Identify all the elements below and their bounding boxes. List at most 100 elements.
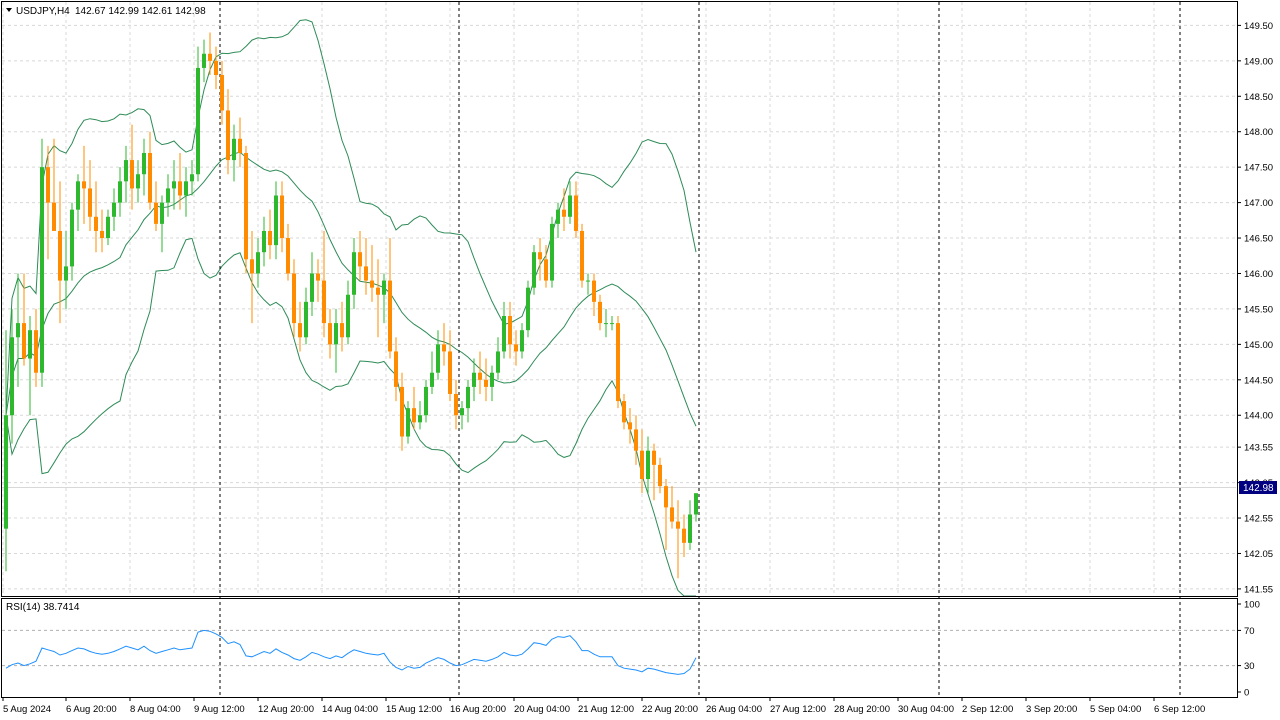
candle[interactable] xyxy=(34,308,38,387)
candle[interactable] xyxy=(106,209,110,246)
candle[interactable] xyxy=(100,209,104,253)
candle[interactable] xyxy=(148,131,152,210)
candle[interactable] xyxy=(688,500,692,550)
candle[interactable] xyxy=(400,372,404,451)
candle[interactable] xyxy=(436,330,440,380)
candle[interactable] xyxy=(286,223,290,281)
candle[interactable] xyxy=(352,238,356,309)
candle[interactable] xyxy=(382,273,386,324)
candle[interactable] xyxy=(22,273,26,366)
candle[interactable] xyxy=(550,216,554,288)
candle[interactable] xyxy=(376,259,380,338)
candle[interactable] xyxy=(430,351,434,394)
candle[interactable] xyxy=(58,181,62,324)
candle[interactable] xyxy=(136,160,140,203)
candle[interactable] xyxy=(292,259,296,338)
candle[interactable] xyxy=(580,223,584,288)
candle[interactable] xyxy=(490,365,494,402)
candle[interactable] xyxy=(460,401,464,430)
candle[interactable] xyxy=(610,316,614,331)
candle[interactable] xyxy=(526,280,530,338)
price-axis[interactable]: 149.50 149.00 148.50 148.00 147.50 147.00 146.… xyxy=(1237,21,1273,596)
candle[interactable] xyxy=(358,230,362,281)
candle[interactable] xyxy=(184,167,188,217)
candle[interactable] xyxy=(28,316,32,416)
candle[interactable] xyxy=(172,160,176,210)
candle[interactable] xyxy=(46,145,50,260)
candle[interactable] xyxy=(676,500,680,579)
rsi-indicator-pane[interactable] xyxy=(2,629,1236,675)
candle[interactable] xyxy=(682,514,686,558)
candle[interactable] xyxy=(274,181,278,260)
candle[interactable] xyxy=(346,280,350,345)
candle[interactable] xyxy=(88,160,92,231)
candle[interactable] xyxy=(388,238,392,359)
candle[interactable] xyxy=(64,230,68,309)
candle[interactable] xyxy=(316,259,320,302)
candle[interactable] xyxy=(340,301,344,352)
candle[interactable] xyxy=(190,160,194,196)
candle[interactable] xyxy=(418,401,422,430)
candle[interactable] xyxy=(328,308,332,359)
candle[interactable] xyxy=(652,443,656,501)
candle[interactable] xyxy=(514,330,518,366)
candle[interactable] xyxy=(310,252,314,317)
candle[interactable] xyxy=(574,181,578,239)
candle[interactable] xyxy=(442,323,446,366)
candle[interactable] xyxy=(4,330,8,572)
candle[interactable] xyxy=(10,308,14,444)
candle[interactable] xyxy=(220,60,224,125)
candle[interactable] xyxy=(160,195,164,253)
candle[interactable] xyxy=(544,245,548,288)
candle[interactable] xyxy=(592,273,596,317)
candle[interactable] xyxy=(622,393,626,430)
candle[interactable] xyxy=(334,308,338,373)
candle[interactable] xyxy=(16,273,20,387)
candle[interactable] xyxy=(268,209,272,260)
candle[interactable] xyxy=(178,152,182,210)
candle[interactable] xyxy=(628,408,632,444)
candle[interactable] xyxy=(412,386,416,430)
candle[interactable] xyxy=(466,379,470,423)
candle[interactable] xyxy=(364,238,368,295)
candle[interactable] xyxy=(142,138,146,196)
candle[interactable] xyxy=(256,238,260,288)
candle[interactable] xyxy=(424,379,428,423)
candle[interactable] xyxy=(196,46,200,182)
candle[interactable] xyxy=(208,32,212,76)
candle[interactable] xyxy=(556,202,560,239)
candle[interactable] xyxy=(298,301,302,352)
candle[interactable] xyxy=(532,245,536,295)
candlesticks[interactable] xyxy=(4,32,698,579)
candle[interactable] xyxy=(40,138,44,387)
candle[interactable] xyxy=(118,167,122,217)
candle[interactable] xyxy=(94,181,98,253)
candle[interactable] xyxy=(454,379,458,430)
candle[interactable] xyxy=(262,216,266,267)
candle[interactable] xyxy=(502,301,506,359)
candle[interactable] xyxy=(670,486,674,529)
time-axis[interactable]: 5 Aug 2024 6 Aug 20:00 8 Aug 04:00 9 Aug 12… xyxy=(2,697,1205,715)
candle[interactable] xyxy=(586,273,590,295)
candle[interactable] xyxy=(238,117,242,168)
candle[interactable] xyxy=(616,316,620,409)
candle[interactable] xyxy=(166,174,170,217)
candle[interactable] xyxy=(658,457,662,494)
candle[interactable] xyxy=(694,493,698,522)
candle[interactable] xyxy=(394,337,398,402)
candle[interactable] xyxy=(82,145,86,224)
candle[interactable] xyxy=(598,294,602,331)
candle[interactable] xyxy=(154,181,158,231)
candle[interactable] xyxy=(304,287,308,345)
chart-menu-triangle-icon[interactable] xyxy=(6,8,12,12)
candle[interactable] xyxy=(406,401,410,444)
candle[interactable] xyxy=(664,479,668,550)
candle[interactable] xyxy=(250,230,254,324)
candle[interactable] xyxy=(646,436,650,494)
candle[interactable] xyxy=(52,138,56,231)
candle[interactable] xyxy=(232,124,236,182)
candle[interactable] xyxy=(322,230,326,338)
candle[interactable] xyxy=(640,429,644,494)
candle[interactable] xyxy=(214,46,218,90)
